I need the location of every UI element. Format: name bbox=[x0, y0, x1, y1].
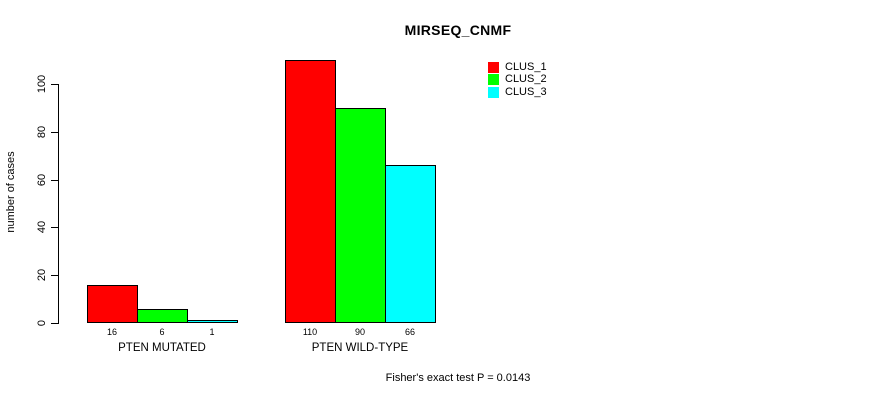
legend-swatch-clus_2 bbox=[488, 74, 499, 86]
bar-value-label: 66 bbox=[404, 327, 415, 337]
y-axis-tick bbox=[51, 84, 58, 85]
bar-clus_2-2 bbox=[335, 108, 386, 323]
y-axis-tick-label: 80 bbox=[36, 125, 48, 139]
bar-value-label: 110 bbox=[302, 327, 318, 337]
bar-value-label: 16 bbox=[106, 327, 117, 337]
bar-clus_2-1 bbox=[137, 309, 188, 323]
y-axis-line bbox=[58, 84, 59, 324]
bar-clus_3-2 bbox=[385, 165, 436, 323]
legend-swatch-clus_3 bbox=[488, 86, 499, 98]
bar-value-label: 1 bbox=[209, 327, 215, 337]
annotation-text: Fisher's exact test P = 0.0143 bbox=[385, 372, 531, 384]
legend-row: CLUS_2 bbox=[488, 74, 568, 86]
y-axis-tick bbox=[51, 227, 58, 228]
chart-title: MIRSEQ_CNMF bbox=[404, 22, 512, 38]
y-axis-label: number of cases bbox=[5, 151, 17, 233]
legend-row: CLUS_1 bbox=[488, 62, 568, 74]
bar-value-label: 90 bbox=[354, 327, 365, 337]
y-axis-tick bbox=[51, 132, 58, 133]
legend-label: CLUS_1 bbox=[505, 61, 547, 73]
y-axis-tick-label: 0 bbox=[36, 319, 48, 327]
y-axis-tick-label: 20 bbox=[36, 268, 48, 282]
y-axis-tick bbox=[51, 180, 58, 181]
legend-swatch-clus_1 bbox=[488, 62, 499, 73]
legend-row: CLUS_3 bbox=[488, 85, 568, 99]
bar-value-label: 6 bbox=[159, 327, 165, 337]
y-axis-tick bbox=[51, 275, 58, 276]
legend-label: CLUS_3 bbox=[505, 85, 547, 98]
bar-clus_1-1 bbox=[87, 285, 138, 323]
bar-clus_1-2 bbox=[285, 60, 336, 323]
category-label: PTEN MUTATED bbox=[118, 342, 206, 354]
bar-clus_3-1 bbox=[187, 320, 238, 323]
legend-label: CLUS_2 bbox=[505, 73, 547, 86]
y-axis-tick bbox=[51, 323, 58, 324]
y-axis-tick-label: 60 bbox=[36, 173, 48, 187]
y-axis-tick-label: 100 bbox=[36, 74, 48, 94]
category-label: PTEN WILD-TYPE bbox=[311, 342, 409, 354]
y-axis-tick-label: 40 bbox=[36, 220, 48, 234]
